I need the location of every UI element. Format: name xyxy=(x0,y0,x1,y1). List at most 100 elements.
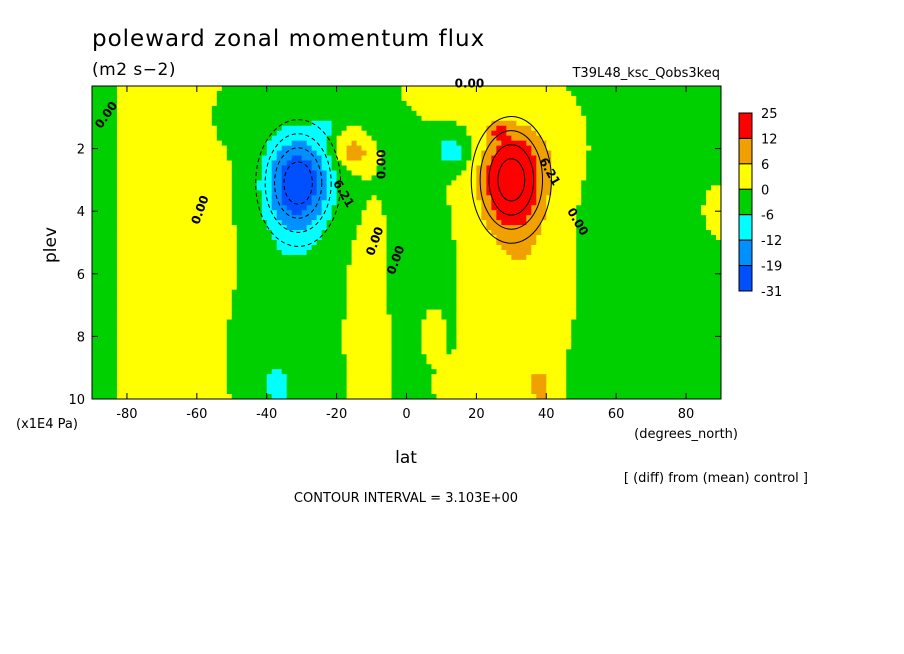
chart-title: poleward zonal momentum flux xyxy=(92,26,485,52)
field-cell xyxy=(231,249,238,256)
field-cell xyxy=(176,135,183,142)
field-cell xyxy=(406,269,413,276)
field-cell xyxy=(371,225,378,231)
field-cell xyxy=(421,175,428,181)
field-cell xyxy=(251,165,258,172)
field-cell xyxy=(236,259,243,266)
field-cell xyxy=(596,269,602,276)
field-cell xyxy=(101,145,108,152)
field-cell xyxy=(101,110,108,117)
field-cell xyxy=(331,120,338,127)
field-cell xyxy=(496,135,502,142)
field-cell xyxy=(296,145,303,152)
field-cell xyxy=(401,215,408,221)
field-cell xyxy=(196,115,203,122)
field-cell xyxy=(446,254,453,261)
field-cell xyxy=(656,160,662,167)
field-cell xyxy=(596,185,602,191)
field-cell xyxy=(441,95,448,102)
field-cell xyxy=(526,220,532,226)
field-cell xyxy=(551,274,557,281)
field-cell xyxy=(166,125,173,132)
field-cell xyxy=(151,90,158,97)
field-cell xyxy=(431,180,438,186)
field-cell xyxy=(711,205,717,211)
field-cell xyxy=(701,145,707,152)
field-cell xyxy=(466,140,472,147)
field-cell xyxy=(651,150,657,157)
field-cell xyxy=(636,215,642,221)
field-cell xyxy=(416,235,423,241)
field-cell xyxy=(261,274,268,281)
field-cell xyxy=(121,279,128,286)
field-cell xyxy=(186,230,193,236)
field-cell xyxy=(306,264,313,271)
field-cell xyxy=(271,120,278,127)
field-cell xyxy=(346,165,353,172)
field-cell xyxy=(506,105,512,112)
field-cell xyxy=(166,105,173,112)
field-cell xyxy=(471,230,477,236)
field-cell xyxy=(666,150,672,157)
field-cell xyxy=(556,165,562,172)
field-cell xyxy=(141,274,148,281)
field-cell xyxy=(236,125,243,132)
field-cell xyxy=(151,145,158,152)
field-cell xyxy=(191,140,198,147)
field-cell xyxy=(111,215,118,221)
field-cell xyxy=(176,215,183,221)
field-cell xyxy=(451,195,458,201)
field-cell xyxy=(646,254,652,261)
field-cell xyxy=(96,95,103,102)
field-cell xyxy=(671,140,677,147)
field-cell xyxy=(296,249,303,256)
field-cell xyxy=(541,105,547,112)
field-cell xyxy=(356,86,363,92)
field-cell xyxy=(556,190,562,196)
field-cell xyxy=(236,185,243,191)
field-cell xyxy=(251,240,258,246)
field-cell xyxy=(251,244,258,251)
field-cell xyxy=(92,90,98,97)
field-cell xyxy=(541,220,547,226)
field-cell xyxy=(271,90,278,97)
field-cell xyxy=(711,264,717,271)
field-cell xyxy=(131,125,138,132)
field-cell xyxy=(256,180,263,186)
field-cell xyxy=(236,150,243,157)
field-cell xyxy=(516,259,522,266)
field-cell xyxy=(92,259,98,266)
field-cell xyxy=(131,86,138,92)
field-cell xyxy=(426,235,433,241)
field-cell xyxy=(421,155,428,162)
field-cell xyxy=(641,240,647,246)
field-cell xyxy=(391,205,398,211)
field-cell xyxy=(276,180,283,186)
field-cell xyxy=(701,100,707,107)
field-cell xyxy=(421,95,428,102)
field-cell xyxy=(226,160,233,167)
field-cell xyxy=(626,170,632,177)
field-cell xyxy=(441,259,448,266)
field-cell xyxy=(166,259,173,266)
field-cell xyxy=(341,150,348,157)
field-cell xyxy=(586,269,592,276)
field-cell xyxy=(406,254,413,261)
field-cell xyxy=(216,279,223,286)
field-cell xyxy=(706,175,712,181)
field-cell xyxy=(371,254,378,261)
field-cell xyxy=(646,150,652,157)
field-cell xyxy=(326,264,333,271)
field-cell xyxy=(326,170,333,177)
field-cell xyxy=(611,274,617,281)
field-cell xyxy=(131,225,138,231)
field-cell xyxy=(341,155,348,162)
field-cell xyxy=(106,115,113,122)
field-cell xyxy=(606,230,612,236)
field-cell xyxy=(311,240,318,246)
field-cell xyxy=(231,230,238,236)
field-cell xyxy=(156,165,163,172)
field-cell xyxy=(176,95,183,102)
field-cell xyxy=(256,130,263,137)
field-cell xyxy=(411,220,418,226)
